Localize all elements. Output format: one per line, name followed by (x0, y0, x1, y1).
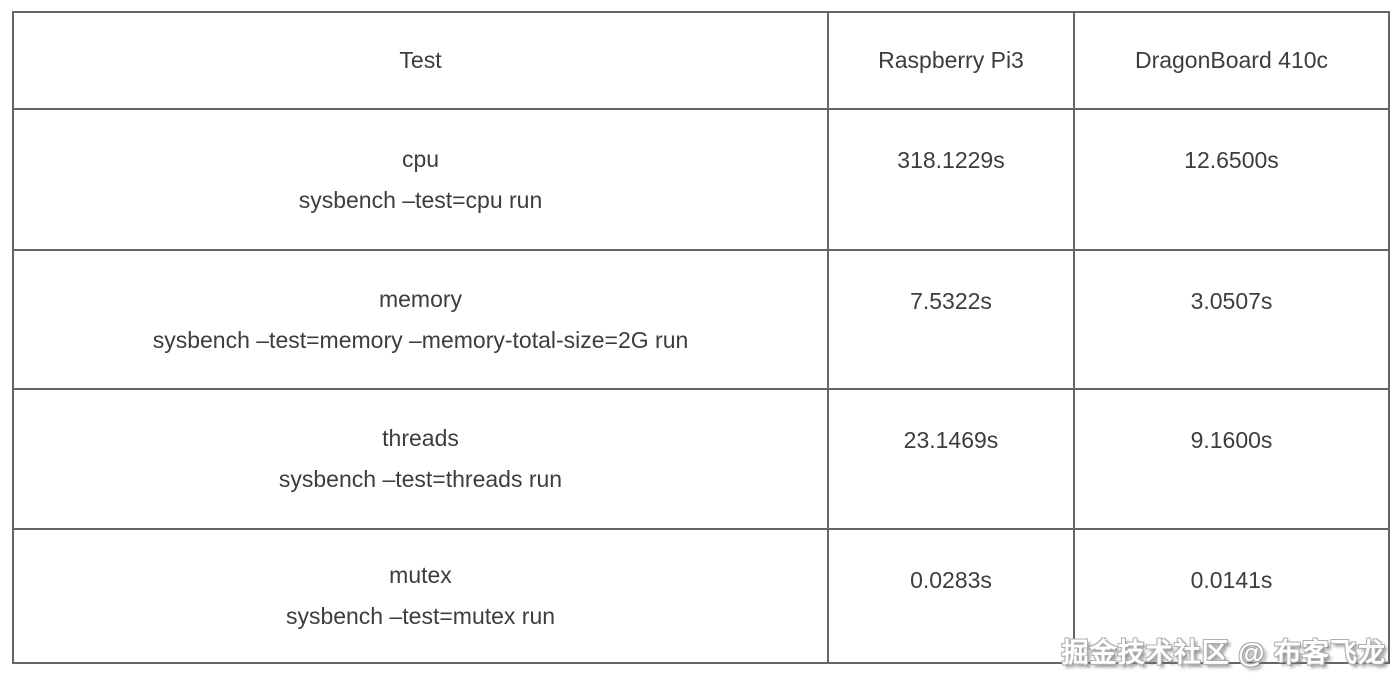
value-threads-dragonboard-410c: 9.1600s (1073, 388, 1390, 530)
value-threads-raspberry-pi3: 23.1469s (827, 388, 1075, 530)
test-command: sysbench –test=cpu run (298, 186, 543, 213)
table-row-cpu: cpu sysbench –test=cpu run 318.1229s 12.… (12, 108, 1390, 251)
column-header-test: Test (12, 11, 829, 110)
test-name: memory (378, 285, 463, 312)
column-header-dragonboard-410c: DragonBoard 410c (1073, 11, 1390, 110)
test-cell-threads: threads sysbench –test=threads run (12, 388, 829, 530)
value-memory-raspberry-pi3: 7.5322s (827, 249, 1075, 390)
value-mutex-raspberry-pi3: 0.0283s (827, 528, 1075, 664)
value-mutex-dragonboard-410c: 0.0141s (1073, 528, 1390, 664)
test-command: sysbench –test=threads run (278, 466, 563, 492)
test-name: threads (382, 425, 459, 451)
benchmark-table: Test Raspberry Pi3 DragonBoard 410c cpu … (12, 11, 1390, 664)
value-cpu-raspberry-pi3: 318.1229s (827, 108, 1075, 251)
value-cpu-dragonboard-410c: 12.6500s (1073, 108, 1390, 251)
table-row-threads: threads sysbench –test=threads run 23.14… (12, 388, 1390, 530)
test-name: cpu (401, 145, 440, 172)
header-row: Test Raspberry Pi3 DragonBoard 410c (12, 11, 1390, 110)
table-row-mutex: mutex sysbench –test=mutex run 0.0283s 0… (12, 528, 1390, 664)
test-cell-cpu: cpu sysbench –test=cpu run (12, 108, 829, 251)
test-name: mutex (389, 562, 452, 588)
test-command: sysbench –test=mutex run (285, 603, 556, 629)
column-header-raspberry-pi3: Raspberry Pi3 (827, 11, 1075, 110)
test-command: sysbench –test=memory –memory-total-size… (152, 326, 689, 353)
table-row-memory: memory sysbench –test=memory –memory-tot… (12, 249, 1390, 390)
value-memory-dragonboard-410c: 3.0507s (1073, 249, 1390, 390)
test-cell-mutex: mutex sysbench –test=mutex run (12, 528, 829, 664)
watermark: 掘金技术社区 @ 布客飞龙 (1061, 638, 1386, 668)
test-cell-memory: memory sysbench –test=memory –memory-tot… (12, 249, 829, 390)
